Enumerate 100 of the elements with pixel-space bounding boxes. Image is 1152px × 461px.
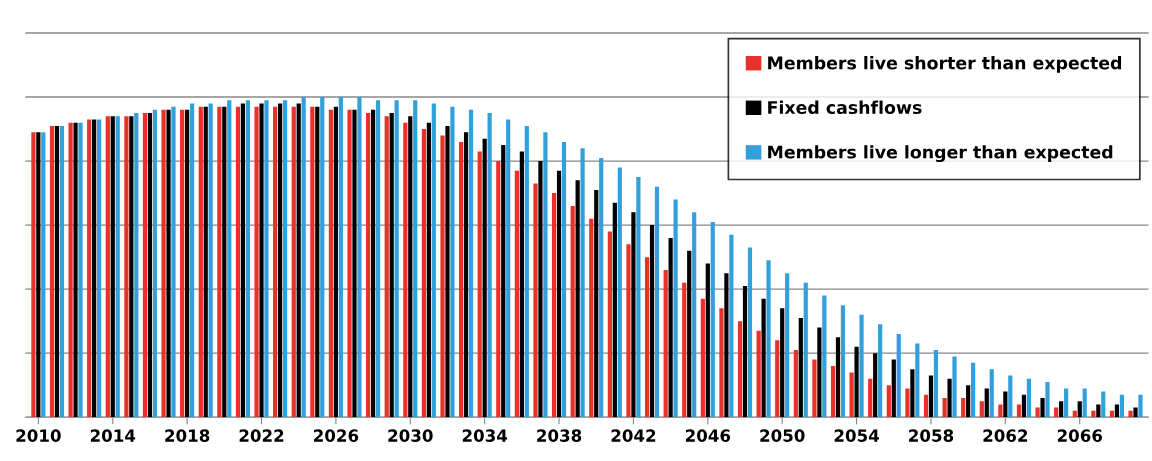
bar — [1101, 391, 1106, 418]
bar — [1138, 394, 1143, 418]
bar — [370, 109, 376, 418]
bar — [426, 122, 431, 418]
bar — [835, 337, 841, 418]
x-tick-label: 2042 — [611, 429, 656, 442]
bar — [854, 346, 859, 418]
bar — [617, 167, 622, 418]
bar — [68, 122, 73, 418]
bar — [687, 250, 692, 418]
bar — [189, 103, 195, 418]
bar — [41, 132, 46, 418]
bar — [594, 189, 599, 418]
bar — [859, 314, 864, 418]
bar — [1082, 388, 1087, 418]
bar — [235, 106, 241, 418]
bar — [161, 109, 166, 418]
bar — [282, 100, 288, 418]
bar — [384, 116, 389, 418]
bar — [710, 221, 715, 418]
bar — [97, 119, 102, 418]
bar — [961, 398, 966, 418]
bar — [124, 116, 129, 418]
bar — [357, 97, 362, 418]
bar — [1021, 394, 1027, 418]
bar — [551, 193, 557, 418]
bar — [366, 113, 371, 418]
bar — [673, 199, 678, 418]
bar — [952, 356, 957, 418]
bar — [543, 132, 548, 418]
bar — [1045, 381, 1050, 418]
bar — [394, 100, 399, 418]
bar — [747, 247, 753, 418]
bar — [347, 109, 352, 418]
bar — [477, 151, 482, 418]
bar — [607, 231, 612, 418]
x-tick-label: 2058 — [909, 429, 954, 442]
bar — [868, 378, 873, 418]
bar — [445, 125, 450, 418]
bar — [519, 151, 524, 418]
bar — [785, 273, 790, 418]
bar — [296, 103, 301, 418]
bar — [222, 106, 227, 418]
bar — [524, 125, 529, 418]
bar — [1035, 407, 1040, 418]
bar — [142, 113, 148, 418]
bar — [1128, 410, 1133, 418]
bar — [1026, 378, 1032, 418]
bar — [830, 365, 836, 418]
bar — [459, 141, 464, 418]
bar — [240, 103, 246, 418]
bar — [254, 106, 259, 418]
bar — [152, 109, 157, 418]
bar — [822, 295, 827, 418]
bar — [989, 369, 994, 418]
x-tick-label: 2010 — [16, 429, 61, 442]
bar — [217, 106, 222, 418]
bar — [134, 113, 139, 418]
bar — [556, 170, 562, 418]
bar — [171, 106, 176, 418]
bar — [649, 225, 655, 418]
bar — [905, 388, 910, 418]
bar — [259, 103, 264, 418]
bar — [431, 103, 436, 418]
bar — [636, 177, 641, 418]
bar — [310, 106, 315, 418]
bar — [947, 378, 952, 418]
bar — [166, 109, 171, 418]
legend-label: Members live shorter than expected — [768, 56, 1122, 73]
bar — [78, 122, 83, 418]
bar — [538, 161, 543, 418]
legend-label: Fixed cashflows — [768, 100, 922, 115]
bar — [971, 362, 976, 418]
bar — [580, 148, 585, 418]
bar — [403, 122, 408, 418]
bar — [54, 125, 60, 418]
bar — [421, 129, 427, 418]
bar — [496, 161, 501, 418]
bar — [1054, 407, 1059, 418]
bar — [793, 349, 798, 418]
x-tick-label: 2046 — [685, 429, 731, 442]
bar — [817, 327, 822, 418]
bar — [1077, 401, 1082, 418]
bar — [923, 394, 929, 418]
x-tick-label: 2054 — [834, 429, 880, 442]
bar — [92, 119, 97, 418]
bar — [482, 138, 487, 418]
bar — [570, 205, 575, 418]
bar — [803, 282, 808, 418]
x-tick-label: 2018 — [165, 429, 210, 442]
bar — [338, 97, 343, 418]
bar — [1040, 398, 1045, 418]
bar — [49, 125, 55, 418]
bar — [761, 298, 766, 418]
bar — [245, 100, 250, 418]
bar — [700, 298, 705, 418]
bar — [663, 269, 668, 418]
bar — [682, 282, 687, 418]
bar — [278, 103, 283, 418]
bar — [273, 106, 278, 418]
